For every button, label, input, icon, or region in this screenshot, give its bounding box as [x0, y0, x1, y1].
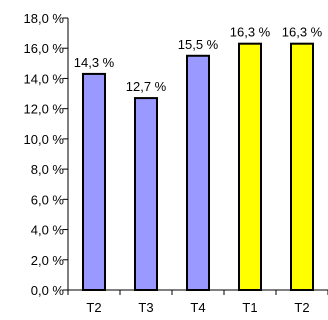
- y-tick-label: 16,0 %: [24, 41, 65, 56]
- bar-4: [238, 42, 262, 291]
- bar-5: [290, 42, 314, 291]
- y-tick-label: 10,0 %: [24, 132, 65, 147]
- y-tick-label: 4,0 %: [31, 223, 65, 238]
- bar-3: [186, 54, 210, 292]
- bars: [82, 42, 314, 292]
- data-label: 16,3 %: [230, 25, 271, 40]
- x-axis: T2 T3 T4 T1 T2: [67, 289, 328, 315]
- y-tick-label: 6,0 %: [31, 192, 65, 207]
- x-tick-label: T4: [190, 300, 205, 315]
- y-axis: 0,0 % 2,0 % 4,0 % 6,0 % 8,0 % 10,0 % 12,0 % 14,…: [24, 11, 69, 298]
- y-tick-label: 14,0 %: [24, 71, 65, 86]
- x-tick-label: T2: [86, 300, 101, 315]
- x-tick-label: T1: [242, 300, 257, 315]
- y-tick-label: 2,0 %: [31, 253, 65, 268]
- x-tick-label: T2: [294, 300, 309, 315]
- y-tick-label: 0,0 %: [31, 283, 65, 298]
- y-tick-label: 12,0 %: [24, 102, 65, 117]
- bar-1: [82, 72, 106, 291]
- bar-2: [134, 97, 158, 292]
- data-labels: 14,3 % 12,7 % 15,5 % 16,3 % 16,3 %: [74, 25, 323, 94]
- data-label: 16,3 %: [282, 25, 323, 40]
- y-tick-label: 18,0 %: [24, 11, 65, 26]
- y-tick-label: 8,0 %: [31, 162, 65, 177]
- data-label: 14,3 %: [74, 55, 115, 70]
- x-tick-label: T3: [138, 300, 153, 315]
- data-label: 12,7 %: [126, 79, 167, 94]
- data-label: 15,5 %: [178, 37, 219, 52]
